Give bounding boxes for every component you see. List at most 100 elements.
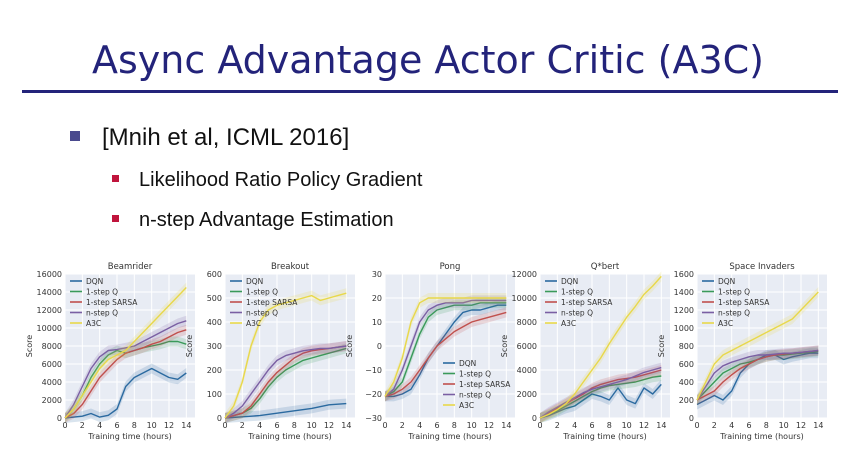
legend-label: 1-step SARSA <box>561 298 613 307</box>
y-tick-label: 1200 <box>674 306 694 315</box>
x-tick-label: 10 <box>779 421 789 430</box>
y-axis-label: Score <box>500 335 509 357</box>
legend-label: n-step Q <box>718 309 750 318</box>
series-line-n-step-q <box>696 349 819 401</box>
series-band-a3c <box>697 287 819 405</box>
legend-label: A3C <box>718 319 733 328</box>
legend-label: DQN <box>459 359 476 368</box>
y-tick-label: 6000 <box>517 342 537 351</box>
series-band-n-step-q <box>65 315 187 423</box>
x-tick-label: 0 <box>537 421 542 430</box>
legend-label: DQN <box>86 277 103 286</box>
bullet-likelihood-ratio-text: Likelihood Ratio Policy Gradient <box>139 169 423 191</box>
series-line-n-step-q <box>224 345 347 419</box>
series-line-dqn <box>224 402 347 419</box>
y-tick-label: 1000 <box>674 324 694 333</box>
x-tick-label: 12 <box>484 421 494 430</box>
x-tick-label: 4 <box>729 421 734 430</box>
x-tick-label: 10 <box>622 421 632 430</box>
x-axis-label: Training time (hours) <box>562 432 646 441</box>
y-tick-label: 4000 <box>42 378 62 387</box>
x-tick-label: 0 <box>382 421 387 430</box>
series-line-n-step-q <box>384 299 507 397</box>
series-band-1-step-sarsa <box>225 341 347 423</box>
x-tick-label: 4 <box>257 421 262 430</box>
x-axis-label: Training time (hours) <box>87 432 171 441</box>
bullet-citation: [Mnih et al, ICML 2016] <box>70 124 349 152</box>
y-tick-label: 10000 <box>512 294 537 303</box>
chart-title: Pong <box>440 262 461 272</box>
y-tick-label: 0 <box>217 414 222 423</box>
legend-label: 1-step Q <box>718 288 750 297</box>
y-tick-label: 200 <box>207 366 222 375</box>
legend-label: n-step Q <box>459 391 491 400</box>
x-tick-label: 14 <box>181 421 191 430</box>
legend-label: 1-step SARSA <box>718 298 770 307</box>
series-line-1-step-q <box>384 302 507 398</box>
slide-title: Async Advantage Actor Critic (A3C) <box>92 38 764 82</box>
chart-title: Breakout <box>271 262 310 272</box>
chart-pong: Pong −30 −20 −10 0 10 20 30 0 2 4 6 8 10 12 14 Training … <box>345 262 515 441</box>
y-tick-label: 30 <box>372 270 382 279</box>
x-tick-label: 12 <box>796 421 806 430</box>
y-tick-label: 100 <box>207 390 222 399</box>
y-tick-label: 800 <box>679 342 694 351</box>
chart-title: Space Invaders <box>729 262 795 272</box>
legend-label: A3C <box>86 319 101 328</box>
y-tick-label: 0 <box>689 414 694 423</box>
x-tick-label: 4 <box>572 421 577 430</box>
series-line-a3c <box>224 292 347 419</box>
bullet-advantage-estimation: n-step Advantage Estimation <box>112 209 394 232</box>
legend-label: DQN <box>246 277 263 286</box>
legend-label: A3C <box>246 319 261 328</box>
legend-label: 1-step Q <box>561 288 593 297</box>
chart-title: Q*bert <box>591 262 620 272</box>
legend-label: n-step Q <box>561 309 593 318</box>
x-tick-label: 0 <box>222 421 227 430</box>
x-tick-label: 14 <box>656 421 666 430</box>
y-tick-label: 16000 <box>37 270 62 279</box>
y-tick-label: 8000 <box>517 318 537 327</box>
bullet-likelihood-ratio: Likelihood Ratio Policy Gradient <box>112 169 423 192</box>
y-tick-label: 1600 <box>674 270 694 279</box>
x-tick-label: 4 <box>97 421 102 430</box>
y-tick-label: 0 <box>377 342 382 351</box>
series-line-1-step-q <box>539 375 662 419</box>
x-tick-label: 6 <box>274 421 279 430</box>
legend-label: 1-step Q <box>86 288 118 297</box>
y-tick-label: 12000 <box>512 270 537 279</box>
x-tick-label: 8 <box>764 421 769 430</box>
x-tick-label: 6 <box>114 421 119 430</box>
y-tick-label: 10 <box>372 318 382 327</box>
y-axis-label: Score <box>345 335 354 357</box>
series-band-1-step-sarsa <box>540 365 662 423</box>
chart-title: Beamrider <box>108 262 153 272</box>
x-tick-label: 6 <box>746 421 751 430</box>
series-line-dqn <box>539 383 662 419</box>
series-band-1-step-q <box>385 297 507 402</box>
legend-label: 1-step SARSA <box>246 298 298 307</box>
series-band-dqn <box>697 348 819 410</box>
x-tick-label: 6 <box>434 421 439 430</box>
x-tick-label: 8 <box>452 421 457 430</box>
y-tick-label: 6000 <box>42 360 62 369</box>
series-line-a3c <box>64 287 187 419</box>
series-line-dqn <box>385 304 507 398</box>
x-tick-label: 2 <box>80 421 85 430</box>
y-tick-label: 12000 <box>37 306 62 315</box>
legend-label: 1-step SARSA <box>459 380 511 389</box>
series-band-n-step-q <box>225 341 347 423</box>
x-tick-label: 10 <box>467 421 477 430</box>
series-line-a3c <box>539 275 662 419</box>
series-band-1-step-sarsa <box>385 307 507 402</box>
legend-label: 1-step SARSA <box>86 298 138 307</box>
square-bullet-icon <box>112 175 119 183</box>
y-tick-label: 500 <box>207 294 222 303</box>
x-tick-label: 6 <box>589 421 594 430</box>
y-tick-label: 14000 <box>37 288 62 297</box>
x-tick-label: 12 <box>324 421 334 430</box>
